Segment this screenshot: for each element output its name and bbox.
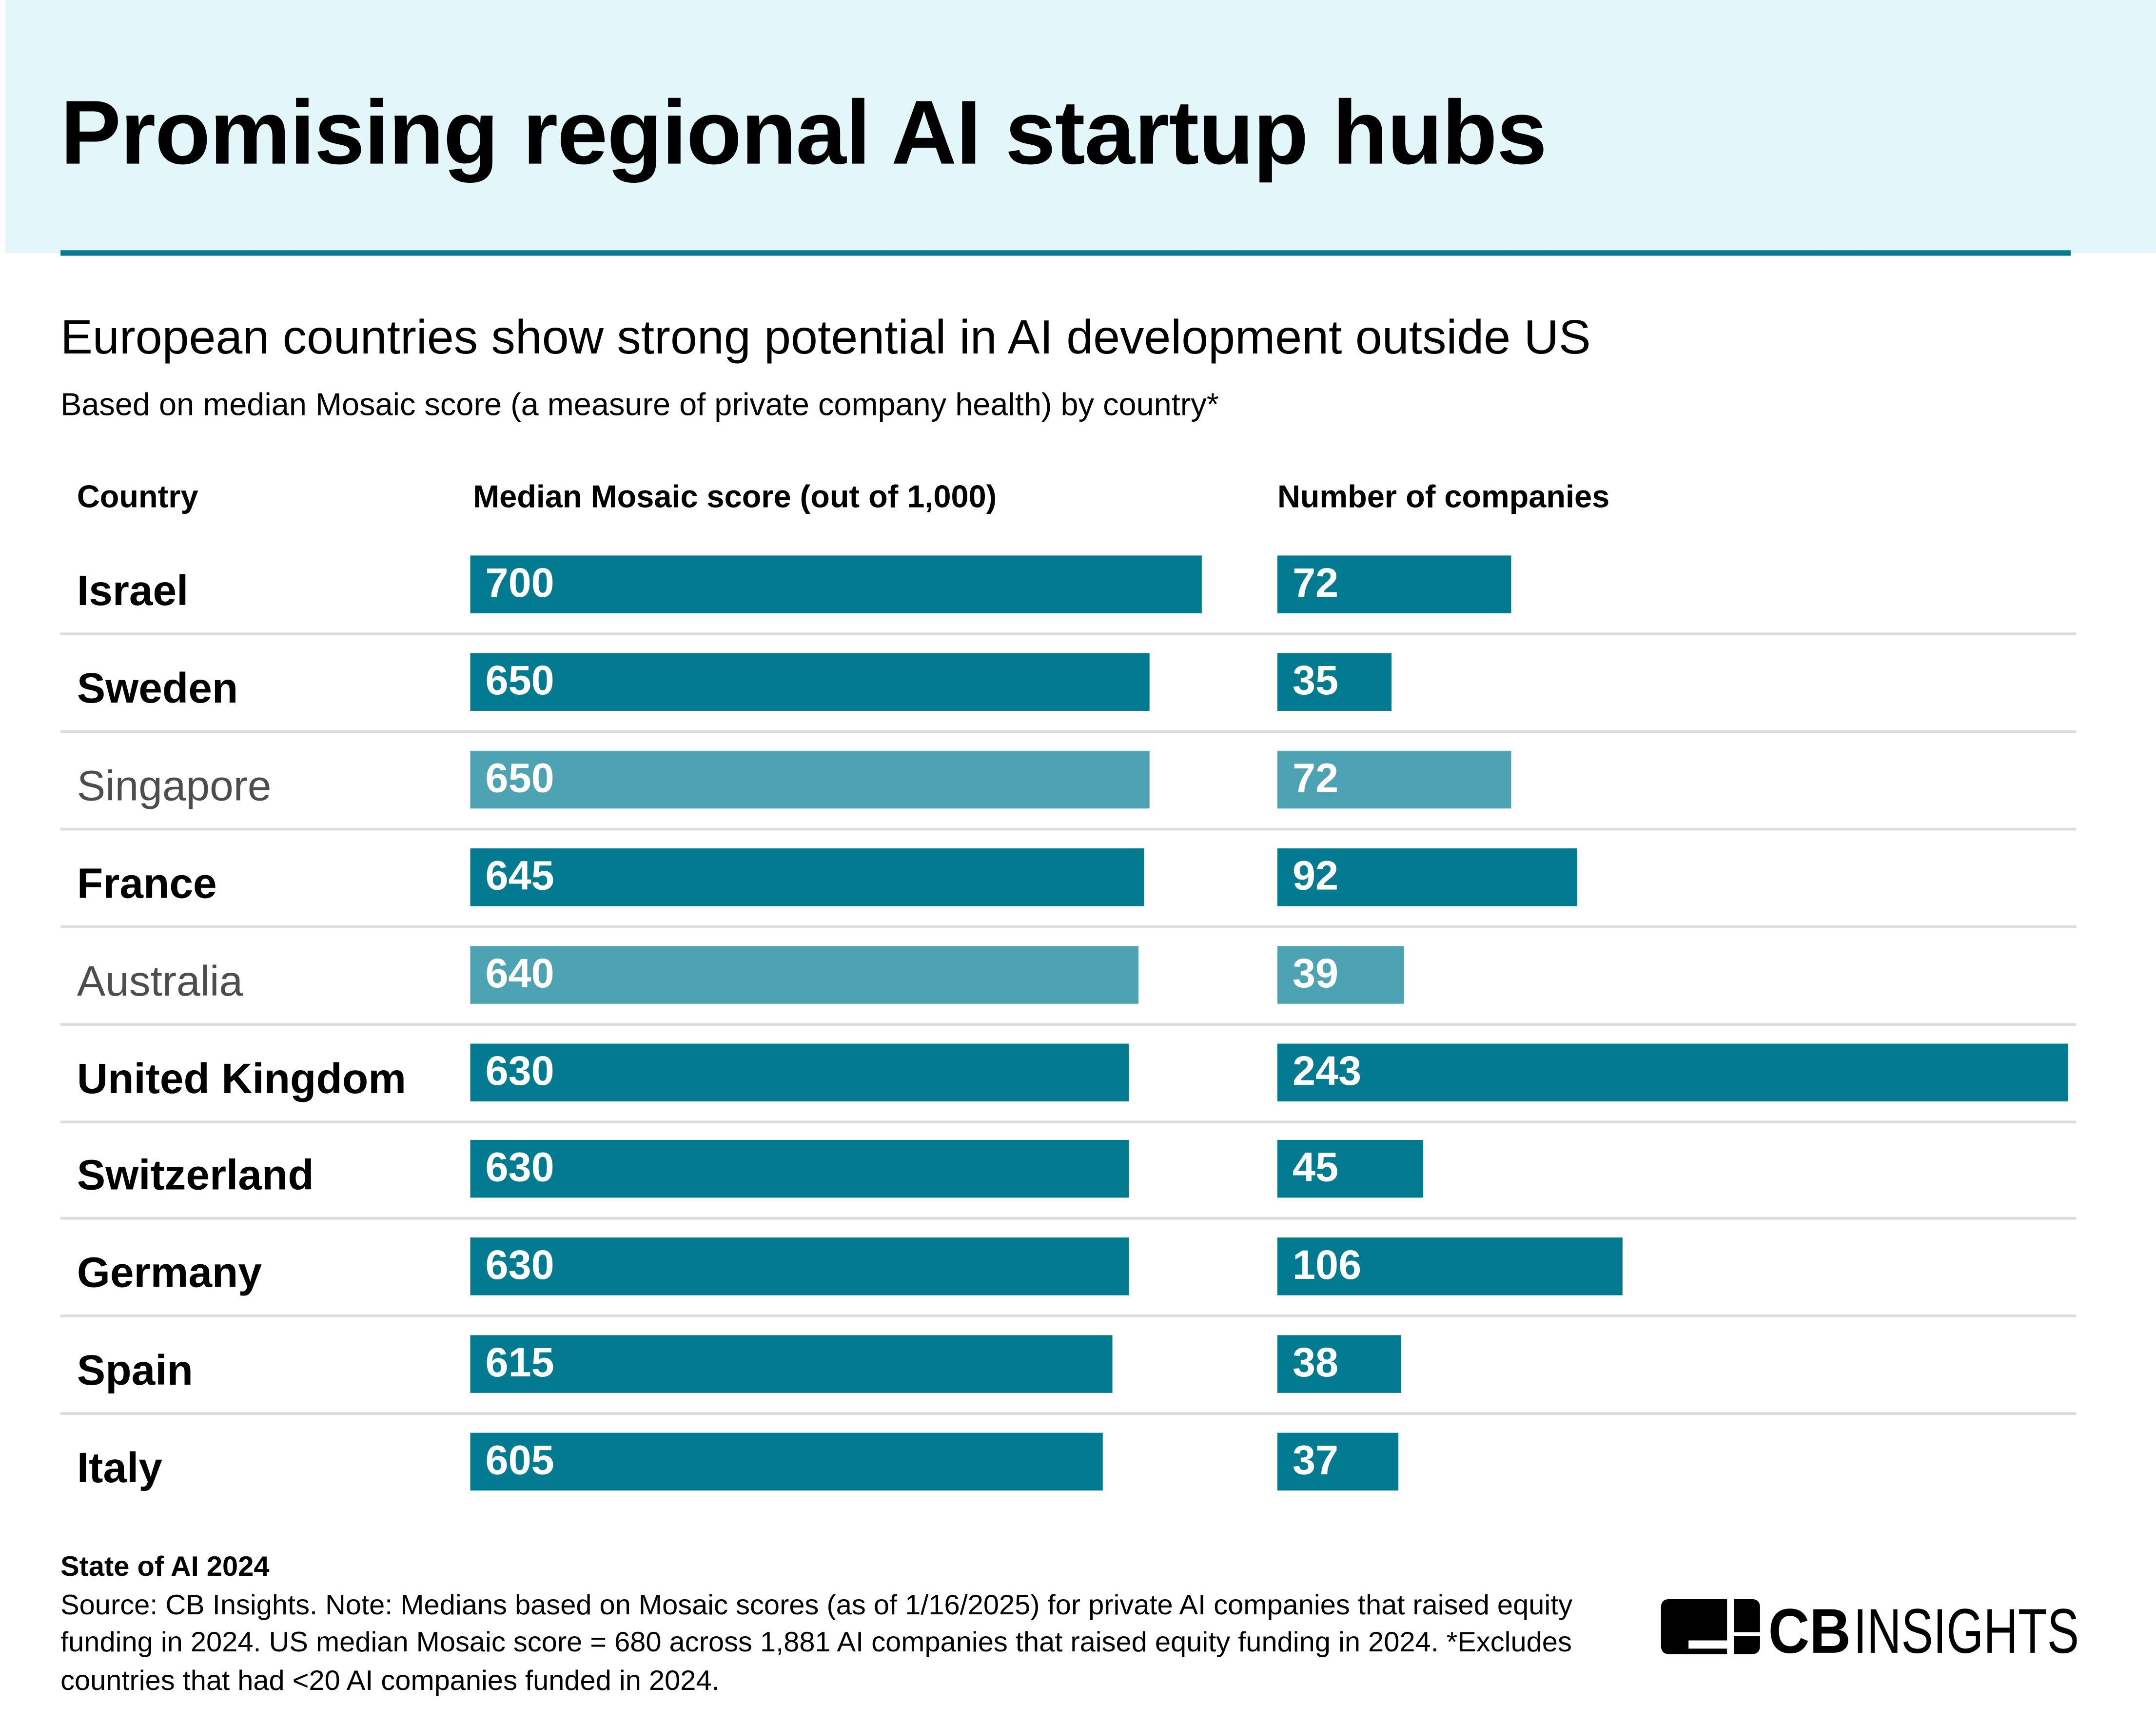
country-label: Israel bbox=[77, 566, 189, 615]
score-bar: 605 bbox=[470, 1432, 1103, 1491]
score-bar: 640 bbox=[470, 945, 1139, 1003]
row-divider bbox=[60, 632, 2077, 635]
score-label: 650 bbox=[485, 658, 554, 704]
column-header-country: Country bbox=[77, 478, 198, 514]
score-label: 630 bbox=[485, 1048, 554, 1094]
header-rule bbox=[60, 250, 2071, 256]
score-bar: 650 bbox=[470, 653, 1150, 711]
country-label: United Kingdom bbox=[77, 1054, 406, 1102]
companies-bar: 92 bbox=[1277, 848, 1577, 906]
table-row: Singapore 650 72 bbox=[0, 740, 2156, 837]
companies-bar: 35 bbox=[1277, 653, 1392, 711]
score-bar: 650 bbox=[470, 750, 1150, 808]
companies-label: 45 bbox=[1292, 1146, 1339, 1192]
score-bar: 630 bbox=[470, 1238, 1129, 1296]
table-row: France 645 92 bbox=[0, 837, 2156, 935]
score-label: 615 bbox=[485, 1341, 554, 1387]
row-divider bbox=[60, 1217, 2077, 1220]
table-row: Germany 630 106 bbox=[0, 1227, 2156, 1324]
table-row: Spain 615 38 bbox=[0, 1324, 2156, 1422]
table-row: United Kingdom 630 243 bbox=[0, 1032, 2156, 1130]
score-bar: 615 bbox=[470, 1335, 1113, 1393]
row-divider bbox=[60, 1314, 2077, 1318]
row-divider bbox=[60, 925, 2077, 928]
column-header-companies: Number of companies bbox=[1277, 478, 1610, 514]
table-row: Sweden 650 35 bbox=[0, 642, 2156, 740]
table-row: Italy 605 37 bbox=[0, 1422, 2156, 1519]
companies-label: 72 bbox=[1292, 756, 1339, 802]
table-row: Switzerland 630 45 bbox=[0, 1129, 2156, 1227]
score-label: 650 bbox=[485, 756, 554, 802]
footer: State of AI 2024 Source: CB Insights. No… bbox=[60, 1549, 1601, 1700]
score-bar: 700 bbox=[470, 555, 1202, 613]
companies-label: 92 bbox=[1292, 853, 1339, 899]
companies-label: 39 bbox=[1292, 951, 1339, 997]
companies-bar: 72 bbox=[1277, 555, 1512, 613]
companies-bar: 72 bbox=[1277, 750, 1512, 808]
country-label: Germany bbox=[77, 1249, 262, 1297]
report-name: State of AI 2024 bbox=[60, 1551, 270, 1583]
country-label: Singapore bbox=[77, 761, 272, 810]
row-divider bbox=[60, 1022, 2077, 1025]
country-label: Australia bbox=[77, 956, 243, 1005]
score-label: 605 bbox=[485, 1438, 554, 1484]
row-divider bbox=[60, 1120, 2077, 1123]
companies-label: 37 bbox=[1292, 1438, 1339, 1484]
source-note: Source: CB Insights. Note: Medians based… bbox=[60, 1588, 1573, 1696]
companies-label: 106 bbox=[1292, 1243, 1362, 1289]
country-label: Switzerland bbox=[77, 1151, 314, 1200]
companies-bar: 37 bbox=[1277, 1432, 1398, 1491]
row-divider bbox=[60, 1412, 2077, 1415]
svg-text:INSIGHTS: INSIGHTS bbox=[1854, 1596, 2079, 1658]
table-row: Australia 640 39 bbox=[0, 935, 2156, 1032]
companies-bar: 106 bbox=[1277, 1238, 1623, 1296]
score-label: 640 bbox=[485, 951, 554, 997]
header-band bbox=[5, 0, 2156, 253]
companies-bar: 243 bbox=[1277, 1043, 2068, 1101]
subtitle: European countries show strong potential… bbox=[60, 311, 1591, 365]
score-label: 630 bbox=[485, 1243, 554, 1289]
companies-bar: 38 bbox=[1277, 1335, 1401, 1393]
score-label: 645 bbox=[485, 853, 554, 899]
companies-bar: 39 bbox=[1277, 945, 1405, 1003]
column-header-score: Median Mosaic score (out of 1,000) bbox=[473, 478, 997, 514]
companies-label: 72 bbox=[1292, 561, 1339, 607]
country-label: Sweden bbox=[77, 664, 238, 712]
cb-insights-logo: CB INSIGHTS bbox=[1661, 1596, 2079, 1658]
companies-label: 243 bbox=[1292, 1048, 1362, 1094]
row-divider bbox=[60, 827, 2077, 830]
score-bar: 630 bbox=[470, 1043, 1129, 1101]
score-bar: 645 bbox=[470, 848, 1144, 906]
page-title: Promising regional AI startup hubs bbox=[60, 81, 1547, 183]
description: Based on median Mosaic score (a measure … bbox=[60, 386, 1219, 422]
companies-bar: 45 bbox=[1277, 1140, 1424, 1198]
row-divider bbox=[60, 730, 2077, 733]
companies-label: 38 bbox=[1292, 1341, 1339, 1387]
score-bar: 630 bbox=[470, 1140, 1129, 1198]
companies-label: 35 bbox=[1292, 658, 1339, 704]
svg-text:CB: CB bbox=[1768, 1596, 1851, 1658]
country-label: Italy bbox=[77, 1444, 162, 1492]
country-label: Spain bbox=[77, 1346, 193, 1395]
table-row: Israel 700 72 bbox=[0, 545, 2156, 642]
score-label: 630 bbox=[485, 1146, 554, 1192]
score-label: 700 bbox=[485, 561, 554, 607]
country-label: France bbox=[77, 859, 217, 907]
